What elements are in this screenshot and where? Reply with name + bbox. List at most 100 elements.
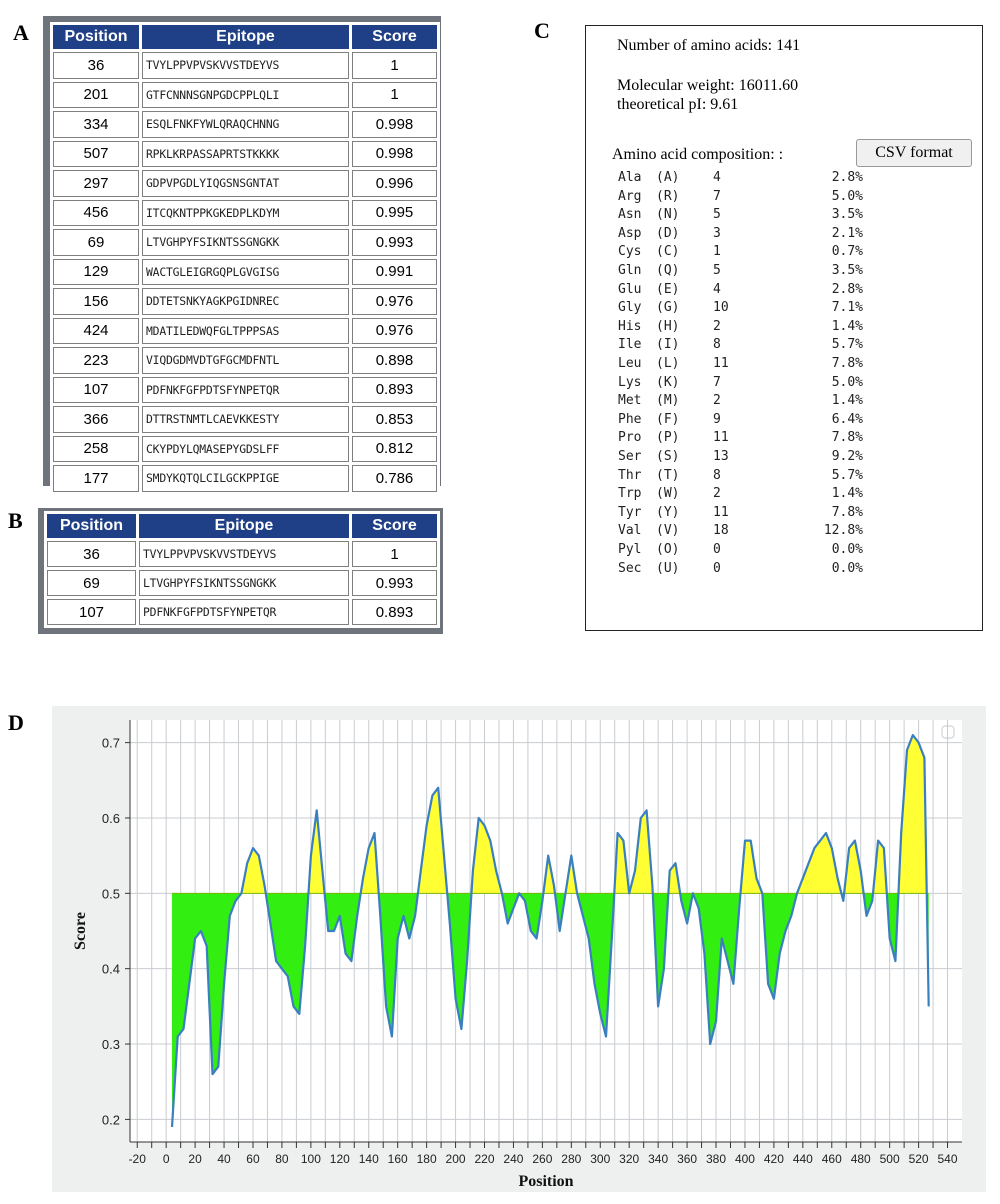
x-tick-label: 180 xyxy=(417,1152,437,1166)
epitope-table-a: Position Epitope Score 36 TVYLPPVPVSKVVST… xyxy=(50,22,440,495)
epitope-cell: LTVGHPYFSIKNTSSGNGKK xyxy=(139,570,349,596)
y-axis-label: Score xyxy=(72,912,89,950)
position-cell: 129 xyxy=(53,258,139,285)
amino-acid-count: 9 xyxy=(713,411,721,427)
x-tick-label: 60 xyxy=(246,1152,260,1166)
amino-acid-name: Pro xyxy=(618,430,642,446)
amino-acid-code: (K) xyxy=(656,374,680,390)
x-tick-label: 140 xyxy=(359,1152,379,1166)
epitope-cell: SMDYKQTQLCILGCKPPIGE xyxy=(142,465,349,492)
amino-acid-pct: 7.8% xyxy=(831,356,863,371)
score-cell: 1 xyxy=(352,81,437,108)
score-line xyxy=(170,734,930,1127)
amino-acid-pct: 2.8% xyxy=(831,170,863,185)
header-score[interactable]: Score xyxy=(352,25,437,49)
csv-format-button[interactable]: CSV format xyxy=(856,139,972,167)
x-tick-label: -20 xyxy=(129,1152,147,1166)
amino-acid-name: Gly xyxy=(618,300,642,316)
amino-acid-name: Thr xyxy=(618,467,642,483)
score-cell: 0.893 xyxy=(352,599,437,625)
amino-acid-name: Glu xyxy=(618,281,642,297)
x-tick-label: 240 xyxy=(503,1152,523,1166)
epitope-cell: GDPVPGDLYIQGSNSGNTAT xyxy=(142,170,349,197)
amino-acid-name: Phe xyxy=(618,411,642,427)
table-row: 223 VIQDGDMVDTGFGCMDFNTL 0.898 xyxy=(53,347,437,374)
score-chart-panel: 0.2 0.3 0.4 0.5 0.6 0.7 -20 0 20 40 60 80 100 120 140 1… xyxy=(52,706,986,1192)
position-cell: 456 xyxy=(53,199,139,226)
table-header-row: Position Epitope Score xyxy=(53,25,437,49)
epitope-cell: RPKLKRPASSAPRTSTKKKK xyxy=(142,140,349,167)
x-tick-label: 320 xyxy=(619,1152,639,1166)
amino-acid-pct: 5.0% xyxy=(831,374,863,390)
amino-acid-count: 13 xyxy=(713,449,729,464)
molecular-weight: Molecular weight: 16011.60 xyxy=(617,77,799,94)
epitope-cell: PDFNKFGFPDTSFYNPETQR xyxy=(139,599,349,625)
amino-acid-code: (U) xyxy=(656,560,680,576)
amino-acid-name: Lys xyxy=(618,374,642,390)
amino-acid-code: (T) xyxy=(656,467,680,483)
amino-acid-code: (P) xyxy=(656,430,680,446)
x-tick-label: 40 xyxy=(217,1152,231,1166)
x-tick-label: 100 xyxy=(301,1152,321,1166)
amino-acid-count: 2 xyxy=(713,486,721,502)
header-position[interactable]: Position xyxy=(53,25,139,49)
epitope-cell: ITCQKNTPPKGKEDPLKDYM xyxy=(142,199,349,226)
position-cell: 297 xyxy=(53,170,139,197)
amino-acid-code: (V) xyxy=(656,523,680,539)
table-row: 107 PDFNKFGFPDTSFYNPETQR 0.893 xyxy=(47,599,437,625)
position-cell: 507 xyxy=(53,140,139,167)
table-row: 258 CKYPDYLQMASEPYGDSLFF 0.812 xyxy=(53,435,437,462)
score-cell: 0.893 xyxy=(352,376,437,403)
x-tick-label: 520 xyxy=(909,1152,929,1166)
x-tick-label: 440 xyxy=(793,1152,813,1166)
amino-acid-code: (Y) xyxy=(656,504,680,520)
amino-acid-code: (D) xyxy=(656,225,680,241)
table-row: 507 RPKLKRPASSAPRTSTKKKK 0.998 xyxy=(53,140,437,167)
amino-acid-name: His xyxy=(618,318,642,334)
x-tick-label: 20 xyxy=(188,1152,202,1166)
x-tick-label: 120 xyxy=(330,1152,350,1166)
table-row: 456 ITCQKNTPPKGKEDPLKDYM 0.995 xyxy=(53,199,437,226)
score-cell: 0.976 xyxy=(352,317,437,344)
amino-acid-name: Asp xyxy=(618,225,642,241)
position-cell: 107 xyxy=(47,599,136,625)
amino-acid-code: (O) xyxy=(656,542,680,557)
table-row: 201 GTFCNNNSGNPGDCPPLQLI 1 xyxy=(53,81,437,108)
x-tick-label: 260 xyxy=(532,1152,552,1166)
protparam-results-box: Number of amino acids: 141 Molecular wei… xyxy=(585,25,983,631)
header-position[interactable]: Position xyxy=(47,514,136,538)
position-cell: 334 xyxy=(53,111,139,138)
amino-acid-name: Asn xyxy=(618,207,642,223)
position-cell: 69 xyxy=(53,229,139,256)
table-row: 177 SMDYKQTQLCILGCKPPIGE 0.786 xyxy=(53,465,437,492)
epitope-cell: DDTETSNKYAGKPGIDNREC xyxy=(142,288,349,315)
amino-acid-pct: 6.4% xyxy=(831,411,863,427)
panel-label-d: D xyxy=(8,710,24,735)
header-score[interactable]: Score xyxy=(352,514,437,538)
amino-acid-code: (N) xyxy=(656,207,680,223)
amino-acid-name: Gln xyxy=(618,263,642,278)
amino-acid-count: 10 xyxy=(713,300,729,316)
x-tick-label: 420 xyxy=(764,1152,784,1166)
position-cell: 258 xyxy=(53,435,139,462)
x-axis-label: Position xyxy=(518,1173,573,1190)
amino-acid-pct: 2.8% xyxy=(831,281,863,297)
amino-acid-code: (I) xyxy=(656,337,680,353)
amino-acid-name: Arg xyxy=(618,188,642,204)
position-cell: 156 xyxy=(53,288,139,315)
amino-acid-pct: 7.8% xyxy=(831,430,863,446)
score-cell: 1 xyxy=(352,52,437,79)
x-tick-label: 200 xyxy=(446,1152,466,1166)
amino-acid-name: Ala xyxy=(618,170,642,185)
epitope-cell: GTFCNNNSGNPGDCPPLQLI xyxy=(142,81,349,108)
amino-acid-count: Number of amino acids: 141 xyxy=(617,37,801,54)
epitope-cell: PDFNKFGFPDTSFYNPETQR xyxy=(142,376,349,403)
score-cell: 0.991 xyxy=(352,258,437,285)
amino-acid-pct: 9.2% xyxy=(831,449,863,464)
epitope-cell: CKYPDYLQMASEPYGDSLFF xyxy=(142,435,349,462)
header-epitope[interactable]: Epitope xyxy=(142,25,349,49)
amino-acid-pct: 1.4% xyxy=(831,393,863,409)
y-tick-label: 0.2 xyxy=(102,1112,120,1127)
x-tick-label: 300 xyxy=(590,1152,610,1166)
header-epitope[interactable]: Epitope xyxy=(139,514,349,538)
